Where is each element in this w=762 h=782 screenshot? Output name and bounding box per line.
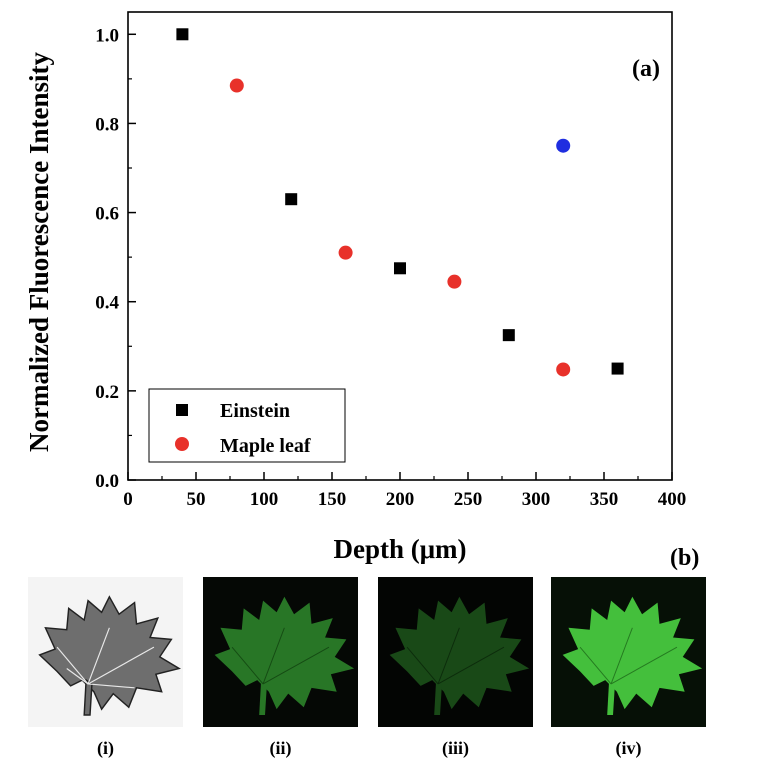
data-point-maple-leaf	[229, 78, 244, 93]
x-tick-label: 250	[454, 489, 483, 510]
caption-iii: (iii)	[442, 738, 469, 758]
caption-iv: (iv)	[615, 738, 642, 758]
legend-marker-maple-leaf	[175, 437, 189, 451]
y-axis-label: Normalized Fluorescence Intensity	[24, 52, 54, 452]
x-tick-label: 50	[187, 489, 206, 510]
x-tick-label: 150	[318, 489, 347, 510]
x-axis-label: Depth (μm)	[333, 534, 466, 564]
panel-b-label: (b)	[670, 545, 700, 571]
caption-i: (i)	[97, 738, 114, 758]
data-point-einstein	[285, 193, 298, 206]
data-point-maple-leaf	[556, 362, 571, 377]
panel-a-label: (a)	[632, 56, 660, 82]
y-tick-label: 0.0	[95, 471, 119, 492]
scatter-chart: 0 50 100 150 200 250 300 350 400 0.0 0.2 0.4 0.6 0.8 1…	[24, 11, 687, 564]
x-tick-label: 100	[250, 489, 279, 510]
leaf-fluorescence-image-iv	[551, 577, 706, 727]
x-tick-label: 300	[522, 489, 551, 510]
data-point-einstein	[502, 329, 515, 342]
legend-label-maple-leaf: Maple leaf	[220, 435, 311, 457]
data-point-blue	[556, 138, 571, 153]
x-tick-label: 0	[123, 489, 133, 510]
leaf-fluorescence-image-iii	[378, 577, 533, 727]
data-point-einstein	[611, 362, 624, 375]
legend-label-einstein: Einstein	[220, 400, 290, 422]
leaf-photo-grayscale	[28, 577, 183, 727]
data-point-maple-leaf	[447, 274, 462, 289]
y-tick-label: 0.6	[95, 204, 119, 225]
y-tick-label: 1.0	[95, 25, 119, 46]
data-point-maple-leaf	[338, 245, 353, 260]
leaf-fluorescence-image-ii	[203, 577, 358, 727]
x-tick-label: 400	[658, 489, 687, 510]
y-tick-label: 0.4	[95, 293, 119, 314]
caption-ii: (ii)	[269, 738, 292, 758]
data-point-einstein	[176, 28, 189, 41]
y-tick-label: 0.8	[95, 114, 119, 135]
x-tick-label: 350	[590, 489, 619, 510]
data-point-einstein	[394, 262, 406, 275]
y-tick-label: 0.2	[95, 382, 119, 403]
x-tick-label: 200	[386, 489, 415, 510]
legend-marker-einstein	[176, 404, 188, 416]
